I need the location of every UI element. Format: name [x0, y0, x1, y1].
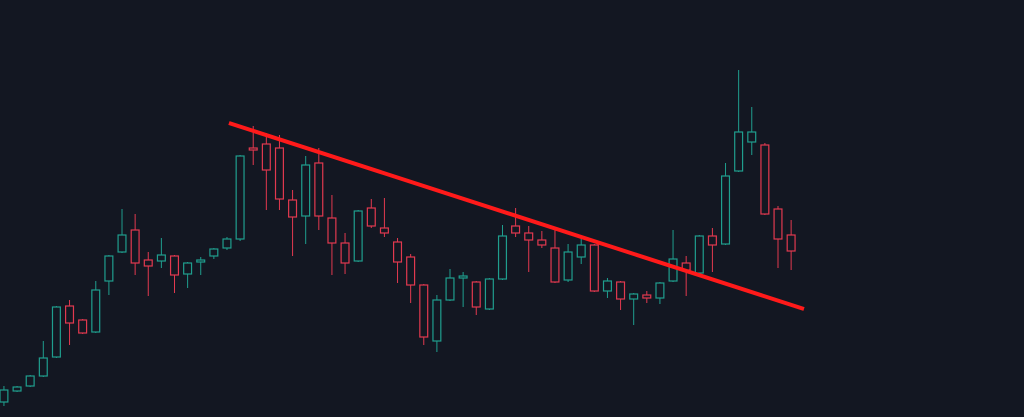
candle-body [340, 242, 350, 264]
candle-body [642, 294, 652, 299]
candle-body [458, 275, 468, 279]
candle-body [301, 164, 311, 217]
candle-body [537, 239, 547, 246]
candle-body [274, 147, 284, 200]
candle-body [169, 255, 180, 276]
candle-body [235, 155, 245, 240]
candle-body [786, 234, 796, 252]
candle-body [261, 143, 271, 171]
candle-body [353, 210, 363, 262]
candle-body [209, 248, 219, 257]
candle-body [183, 262, 193, 275]
candle-body [196, 259, 206, 263]
candle-body [655, 282, 665, 299]
candle-body [12, 386, 22, 392]
candle-body [576, 244, 586, 258]
candle-body [484, 278, 494, 310]
candle-body [445, 277, 455, 301]
candle-body [511, 225, 521, 234]
candle-body [747, 131, 757, 143]
candle-body [406, 256, 416, 286]
candle-body [366, 207, 376, 227]
candle-body [104, 255, 114, 282]
candle-body [668, 258, 678, 282]
candle-body [734, 131, 744, 172]
candle-body [760, 144, 770, 215]
candle-body [327, 217, 337, 244]
candle-body [288, 199, 298, 218]
candle-body [616, 281, 626, 300]
candle-body [629, 293, 639, 300]
candle-body [38, 357, 48, 377]
candle-body [78, 319, 88, 334]
candle-body [248, 147, 258, 151]
candle-body [156, 254, 166, 262]
candle-body [25, 375, 35, 387]
candle-body [419, 284, 429, 338]
candle-body [773, 208, 783, 240]
candle-body [589, 244, 599, 292]
candle-body [602, 280, 612, 292]
candle-body [432, 299, 442, 342]
candle-body [222, 238, 232, 249]
candle-body [91, 289, 101, 333]
candle-body [707, 235, 717, 246]
candle-body [379, 227, 389, 234]
candle-body [64, 305, 75, 324]
candle-body [51, 306, 61, 358]
candle-body [524, 232, 534, 241]
candle-body [392, 241, 403, 263]
candle-body [471, 281, 481, 308]
trend-line [228, 121, 805, 311]
candle-body [143, 259, 153, 267]
candle-body [497, 235, 508, 280]
candle-body [550, 247, 560, 283]
candle-body [720, 175, 731, 245]
candle-body [694, 235, 704, 274]
candle-body [314, 162, 324, 217]
candle-body [117, 234, 127, 253]
candle-body [130, 229, 140, 264]
candle-body [563, 251, 573, 281]
candle-body [0, 389, 9, 403]
